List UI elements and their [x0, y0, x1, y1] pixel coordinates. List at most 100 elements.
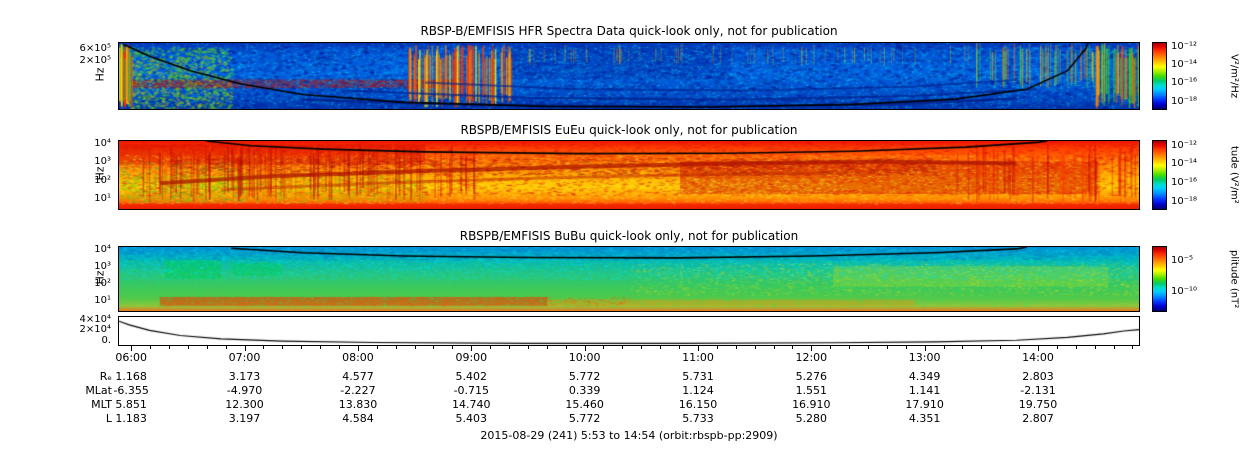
panel2-colorbar-ticks: 10⁻¹² 10⁻¹⁴ 10⁻¹⁶ 10⁻¹⁸ — [1171, 140, 1219, 210]
panel2-spectrogram — [118, 140, 1140, 210]
time-tick-mark — [376, 346, 378, 349]
time-tick-mark — [641, 346, 643, 349]
time-tick-mark — [339, 346, 341, 349]
ephemeris-value: 1.124 — [682, 384, 714, 397]
ephemeris-row-label: MLat — [85, 384, 112, 397]
time-tick-mark — [169, 346, 170, 349]
time-tick-mark — [263, 346, 265, 349]
ephemeris-value: 1.168 — [115, 370, 147, 383]
time-tick-mark — [849, 346, 851, 349]
tick-label: 10³ — [94, 261, 111, 273]
tick-label: 10⁴ — [94, 138, 111, 150]
time-tick-mark — [414, 346, 416, 349]
ephemeris-value: 5.402 — [455, 370, 488, 383]
time-tick-mark — [1113, 346, 1115, 349]
ephemeris-value: 5.280 — [795, 412, 828, 425]
time-tick-mark — [509, 346, 511, 349]
time-tick-mark — [735, 346, 737, 349]
time-tick-label: 12:00 — [795, 351, 828, 364]
time-tick-mark — [1075, 346, 1077, 349]
tick-label: 2×10⁵ — [79, 55, 111, 67]
ephemeris-value: 14.740 — [452, 398, 491, 411]
time-tick-mark — [452, 346, 454, 349]
ephemeris-value: 19.750 — [1018, 398, 1058, 411]
panel1-colorbar-label: V²/m²/Hz — [1228, 53, 1240, 99]
time-tick-mark — [565, 346, 567, 349]
time-tick-label: 07:00 — [228, 351, 261, 364]
ephemeris-value: 1.183 — [115, 412, 147, 425]
tick-label: 10² — [94, 278, 111, 290]
tick-label: 10⁻¹⁰ — [1171, 286, 1198, 298]
panel1-title: RBSP-B/EMFISIS HFR Spectra Data quick-lo… — [420, 24, 838, 38]
time-tick-mark — [301, 346, 303, 349]
time-tick-mark — [1019, 346, 1021, 349]
time-tick-mark — [622, 346, 624, 349]
tick-label: 10⁴ — [94, 243, 111, 255]
ephemeris-row-label: MLT — [91, 398, 112, 411]
time-tick-mark — [1056, 346, 1058, 349]
panel3-title: RBSPB/EMFISIS BuBu quick-look only, not … — [459, 229, 799, 243]
panel2-colorbar-label: tude (V²/m² — [1228, 146, 1240, 204]
ephemeris-value: 5.772 — [568, 370, 601, 383]
ephemeris-value: 4.351 — [908, 412, 941, 425]
time-tick-mark — [131, 346, 133, 351]
ephemeris-value: -0.715 — [453, 384, 490, 397]
time-tick-mark — [244, 346, 246, 351]
tick-label: 10¹ — [94, 295, 111, 307]
tick-label: 10⁻¹⁸ — [1171, 95, 1198, 107]
ephemeris-value: -6.355 — [113, 384, 149, 397]
ephemeris-value: 4.584 — [342, 412, 374, 425]
tick-label: 10⁻¹² — [1171, 41, 1198, 53]
tick-label: 10² — [94, 174, 111, 186]
time-tick-label: 14:00 — [1022, 351, 1054, 364]
ephemeris-value: 2.807 — [1022, 412, 1054, 425]
time-tick-mark — [471, 346, 473, 351]
panel1-colorbar-ticks: 10⁻¹² 10⁻¹⁴ 10⁻¹⁶ 10⁻¹⁸ — [1171, 42, 1219, 110]
time-tick-label: 13:00 — [908, 351, 941, 364]
ephemeris-row-label: L — [105, 412, 112, 425]
time-tick-mark — [225, 346, 227, 349]
panel2-colorbar — [1152, 140, 1167, 210]
tick-label: 4×10⁴ — [79, 313, 111, 325]
time-tick-mark — [584, 346, 586, 351]
tick-label: 10⁻¹⁴ — [1171, 59, 1198, 71]
ephemeris-value: 2.803 — [1022, 370, 1054, 383]
time-tick-mark — [886, 346, 888, 349]
panel1-y-ticks: 6×10⁵ 2×10⁵ — [0, 42, 114, 110]
time-tick-mark — [1094, 346, 1096, 349]
time-tick-mark — [962, 346, 964, 349]
time-tick-mark — [1037, 346, 1039, 351]
ephemeris-value: 5.851 — [115, 398, 147, 411]
time-tick-mark — [660, 346, 662, 349]
time-tick-mark — [830, 346, 832, 349]
panel3-spectrogram-canvas — [119, 247, 1139, 311]
panel1-spectrogram-canvas — [119, 43, 1139, 109]
time-tick-label: 09:00 — [455, 351, 488, 364]
panel3-colorbar-ticks: 10⁻⁵ 10⁻¹⁰ — [1171, 246, 1219, 312]
time-tick-mark — [792, 346, 794, 349]
ephemeris-value: 1.551 — [795, 384, 828, 397]
ephemeris-value: 4.349 — [908, 370, 941, 383]
time-tick-label: 10:00 — [568, 351, 601, 364]
tick-label: 0. — [101, 334, 111, 346]
panel3-colorbar-label: plitude (nT² — [1228, 249, 1240, 309]
tick-label: 10³ — [94, 156, 111, 168]
time-tick-mark — [603, 346, 605, 349]
time-tick-mark — [716, 346, 718, 349]
time-tick-mark — [1000, 346, 1002, 349]
time-tick-label: 06:00 — [115, 351, 148, 364]
ephemeris-value: -4.970 — [226, 384, 263, 397]
ephemeris-value: 12.300 — [225, 398, 264, 411]
time-tick-mark — [924, 346, 926, 351]
ephemeris-value: 16.150 — [678, 398, 718, 411]
tick-label: 10¹ — [94, 192, 111, 204]
ephemeris-value: 3.173 — [228, 370, 261, 383]
panel4-line-canvas — [119, 317, 1139, 345]
time-tick-mark — [150, 346, 152, 349]
time-tick-label: 08:00 — [342, 351, 374, 364]
ephemeris-value: 16.910 — [792, 398, 831, 411]
time-tick-mark — [943, 346, 945, 349]
panel1-spectrogram — [118, 42, 1140, 110]
panel4-line-plot — [118, 316, 1140, 346]
tick-label: 10⁻¹² — [1171, 139, 1198, 151]
